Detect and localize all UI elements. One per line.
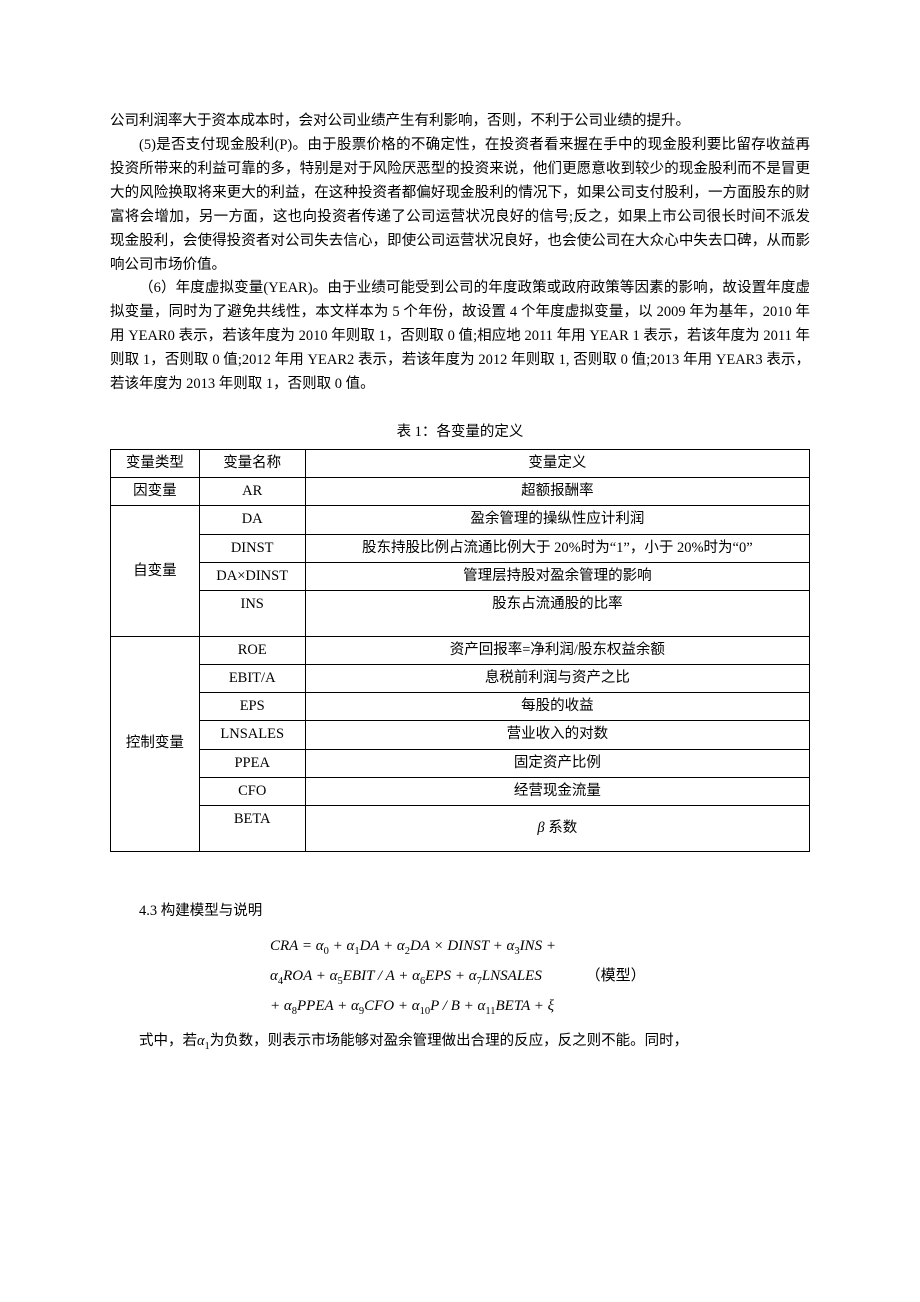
formula-label: （模型） <box>586 968 646 984</box>
table-row: 因变量 AR 超额报酬率 <box>111 478 810 506</box>
cell-def: 每股的收益 <box>305 693 809 721</box>
table-row: BETA β 系数 <box>111 806 810 852</box>
header-type: 变量类型 <box>111 449 200 477</box>
variables-table: 变量类型 变量名称 变量定义 因变量 AR 超额报酬率 自变量 DA 盈余管理的… <box>110 449 810 852</box>
final-prefix: 式中，若 <box>139 1033 197 1049</box>
table-row: DINST 股东持股比例占流通比例大于 20%时为“1”，小于 20%时为“0” <box>111 534 810 562</box>
table-row: DA×DINST 管理层持股对盈余管理的影响 <box>111 562 810 590</box>
cell-def: 超额报酬率 <box>305 478 809 506</box>
table-header-row: 变量类型 变量名称 变量定义 <box>111 449 810 477</box>
paragraph-6: （6）年度虚拟变量(YEAR)。由于业绩可能受到公司的年度政策或政府政策等因素的… <box>110 277 810 397</box>
table-row: EBIT/A 息税前利润与资产之比 <box>111 665 810 693</box>
table-row: 自变量 DA 盈余管理的操纵性应计利润 <box>111 506 810 534</box>
cell-def: 盈余管理的操纵性应计利润 <box>305 506 809 534</box>
cell-def: 股东占流通股的比率 <box>305 590 809 636</box>
cell-name: DA×DINST <box>199 562 305 590</box>
cell-name: LNSALES <box>199 721 305 749</box>
final-suffix: 为负数，则表示市场能够对盈余管理做出合理的反应，反之则不能。同时， <box>210 1033 689 1049</box>
formula-line-2: α4ROA + α5EBIT / A + α6EPS + α7LNSALES （… <box>270 962 646 992</box>
header-name: 变量名称 <box>199 449 305 477</box>
formula-line-1: CRA = α0 + α1DA + α2DA × DINST + α3INS + <box>270 932 646 962</box>
section-4-3-title: 4.3 构建模型与说明 <box>110 900 810 924</box>
cell-type: 自变量 <box>111 506 200 637</box>
cell-name: DA <box>199 506 305 534</box>
cell-name: DINST <box>199 534 305 562</box>
cell-def: 资产回报率=净利润/股东权益余额 <box>305 636 809 664</box>
table-row: CFO 经营现金流量 <box>111 777 810 805</box>
table-row: 控制变量 ROE 资产回报率=净利润/股东权益余额 <box>111 636 810 664</box>
cell-name: CFO <box>199 777 305 805</box>
cell-def: 固定资产比例 <box>305 749 809 777</box>
table-caption: 表 1：各变量的定义 <box>110 421 810 445</box>
cell-def: 股东持股比例占流通比例大于 20%时为“1”，小于 20%时为“0” <box>305 534 809 562</box>
cell-name: INS <box>199 590 305 636</box>
cell-type: 因变量 <box>111 478 200 506</box>
table-row: INS 股东占流通股的比率 <box>111 590 810 636</box>
formula-block: CRA = α0 + α1DA + α2DA × DINST + α3INS +… <box>110 932 810 1022</box>
cell-name: EPS <box>199 693 305 721</box>
paragraph-5: (5)是否支付现金股利(P)。由于股票价格的不确定性，在投资者看来握在手中的现金… <box>110 134 810 278</box>
cell-def: β 系数 <box>305 806 809 852</box>
cell-def: 营业收入的对数 <box>305 721 809 749</box>
header-def: 变量定义 <box>305 449 809 477</box>
table-row: EPS 每股的收益 <box>111 693 810 721</box>
cell-name: BETA <box>199 806 305 852</box>
formula-line-3: + α8PPEA + α9CFO + α10P / B + α11BETA + … <box>270 992 646 1022</box>
cell-def: 经营现金流量 <box>305 777 809 805</box>
cell-name: AR <box>199 478 305 506</box>
alpha-symbol: α <box>197 1033 205 1049</box>
final-paragraph: 式中，若α1为负数，则表示市场能够对盈余管理做出合理的反应，反之则不能。同时， <box>110 1030 810 1056</box>
cell-name: ROE <box>199 636 305 664</box>
table-row: PPEA 固定资产比例 <box>111 749 810 777</box>
cell-name: EBIT/A <box>199 665 305 693</box>
paragraph-profit: 公司利润率大于资本成本时，会对公司业绩产生有利影响，否则，不利于公司业绩的提升。 <box>110 110 810 134</box>
table-row: LNSALES 营业收入的对数 <box>111 721 810 749</box>
cell-name: PPEA <box>199 749 305 777</box>
cell-def: 息税前利润与资产之比 <box>305 665 809 693</box>
beta-text: 系数 <box>545 820 578 836</box>
beta-symbol: β <box>537 820 544 836</box>
model-formula: CRA = α0 + α1DA + α2DA × DINST + α3INS +… <box>270 932 646 1022</box>
cell-def: 管理层持股对盈余管理的影响 <box>305 562 809 590</box>
cell-type: 控制变量 <box>111 636 200 851</box>
